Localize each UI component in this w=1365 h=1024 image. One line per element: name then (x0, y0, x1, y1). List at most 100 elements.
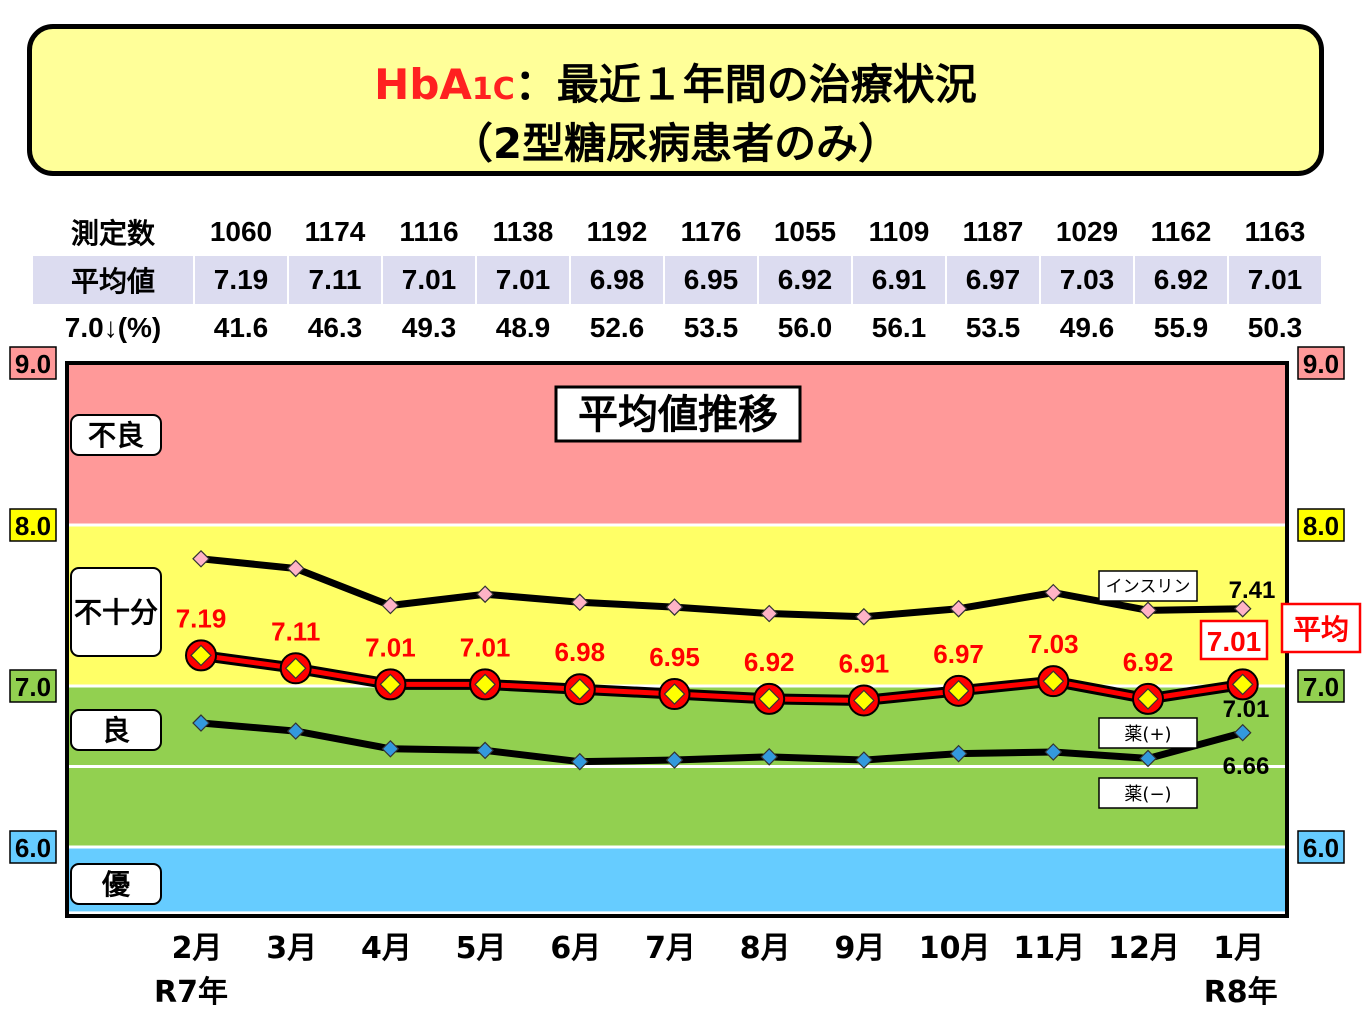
series-line-insulin (200, 555, 1243, 621)
point-insulin (855, 607, 873, 626)
end-label-insulin: 7.41 (1229, 577, 1276, 604)
legend-label-drug-plus: 薬(+) (1124, 724, 1171, 745)
band-label: 良 (102, 714, 130, 747)
y-tick-box-left (9, 669, 57, 703)
point-average (1137, 688, 1159, 710)
point-average (474, 673, 496, 696)
point-insulin (949, 599, 968, 618)
stats-cell: 1174 (288, 208, 383, 256)
title-hba-subscript: 1C (471, 72, 515, 107)
end-label-drug-minus: 6.66 (1223, 753, 1270, 780)
stats-cell: 49.6 (1040, 304, 1135, 352)
point-drug-plus (855, 751, 873, 769)
x-tick-label: 4月 (361, 931, 412, 966)
x-year-label-end: R8年 (1204, 975, 1278, 1010)
y-tick-label-left: 8.0 (15, 511, 51, 541)
end-label-drug-plus: 7.01 (1223, 696, 1270, 723)
data-label-average: 7.03 (1028, 629, 1079, 659)
x-tick-label: 11月 (1013, 931, 1085, 966)
point-average (284, 657, 307, 680)
title-hba: HbA (374, 60, 472, 109)
point-drug-plus (476, 741, 494, 760)
point-drug-plus (381, 739, 400, 758)
point-average (1231, 673, 1254, 696)
y-tick-label-right: 7.0 (1303, 672, 1339, 702)
point-average (758, 688, 781, 710)
y-tick-box-right (1297, 669, 1345, 703)
stats-row-label: 平均値 (33, 256, 195, 304)
stats-cell: 55.9 (1134, 304, 1229, 352)
point-drug-plus (286, 722, 305, 740)
x-tick-label: 6月 (550, 931, 601, 966)
stats-cell: 52.6 (570, 304, 665, 352)
point-drug-plus (665, 751, 684, 769)
point-average (379, 673, 402, 696)
stats-cell: 1029 (1040, 208, 1135, 256)
point-average (190, 644, 212, 667)
point-insulin (476, 585, 494, 604)
legend-box-drug-plus (1098, 717, 1198, 749)
data-label-average: 6.95 (649, 642, 700, 672)
x-tick-label: 2月 (172, 931, 223, 966)
stats-cell: 6.95 (664, 256, 759, 304)
point-average (568, 678, 591, 701)
legend-label-drug-minus: 薬(−) (1124, 784, 1171, 805)
chart-title: 平均値推移 (578, 392, 778, 438)
band-label-box (70, 863, 162, 905)
data-label-average: 7.19 (176, 603, 227, 633)
average-tag-box (1280, 602, 1362, 654)
point-average (663, 683, 686, 705)
stats-cell: 41.6 (194, 304, 289, 352)
data-label-average: 6.92 (1123, 647, 1174, 677)
series-line-average (200, 652, 1244, 703)
data-label-average: 7.01 (460, 632, 511, 662)
point-drug-plus (949, 744, 968, 763)
point-drug-plus (1233, 723, 1252, 742)
stats-cell: 1187 (946, 208, 1041, 256)
y-tick-box-right (1297, 830, 1345, 864)
average-tag: 平均 (1293, 613, 1349, 646)
point-drug-plus (760, 747, 779, 766)
y-tick-box-left (9, 508, 57, 542)
stats-cell: 1138 (476, 208, 571, 256)
point-insulin (1139, 601, 1157, 620)
stats-cell: 1163 (1228, 208, 1323, 256)
legend-label-insulin: インスリン (1106, 577, 1191, 597)
y-tick-label-left: 7.0 (15, 672, 51, 702)
point-insulin (192, 549, 210, 568)
data-label-average: 6.92 (744, 647, 795, 677)
end-label-average-box (1199, 619, 1269, 661)
y-tick-label-right: 6.0 (1303, 833, 1339, 863)
stats-cell: 1055 (758, 208, 853, 256)
point-drug-plus (1139, 749, 1157, 768)
stats-row-percent: 7.0↓(%) 41.6 46.3 49.3 48.9 52.6 53.5 56… (33, 304, 1323, 352)
title-line-1: HbA1C：最近１年間の治療状況 (32, 59, 1319, 116)
y-tick-box-left (9, 346, 57, 380)
point-drug-plus (570, 752, 589, 771)
x-tick-label: 1月 (1213, 931, 1264, 966)
stats-cell: 6.92 (1134, 256, 1229, 304)
x-tick-label: 7月 (645, 931, 696, 966)
stats-cell: 1116 (382, 208, 477, 256)
stats-cell: 1109 (852, 208, 947, 256)
stats-cell: 49.3 (382, 304, 477, 352)
stats-cell: 1192 (570, 208, 665, 256)
stats-row-count: 測定数 1060 1174 1116 1138 1192 1176 1055 1… (33, 208, 1323, 256)
stats-cell: 6.92 (758, 256, 853, 304)
point-average (1042, 670, 1065, 693)
stats-cell: 48.9 (476, 304, 571, 352)
data-label-average: 6.91 (839, 648, 890, 678)
point-average (853, 689, 875, 712)
stats-table: 測定数 1060 1174 1116 1138 1192 1176 1055 1… (33, 208, 1323, 352)
point-insulin (665, 598, 684, 616)
stats-cell: 7.01 (1228, 256, 1323, 304)
band-label-box (70, 709, 162, 751)
y-tick-label-left: 9.0 (15, 349, 51, 379)
stats-cell: 1176 (664, 208, 759, 256)
stats-row-label: 7.0↓(%) (33, 304, 195, 352)
end-label-average: 7.01 (1207, 626, 1262, 657)
point-insulin (1233, 599, 1252, 618)
chart-title-box (554, 385, 802, 443)
y-tick-box-right (1297, 508, 1345, 542)
x-year-label-start: R7年 (154, 975, 228, 1010)
